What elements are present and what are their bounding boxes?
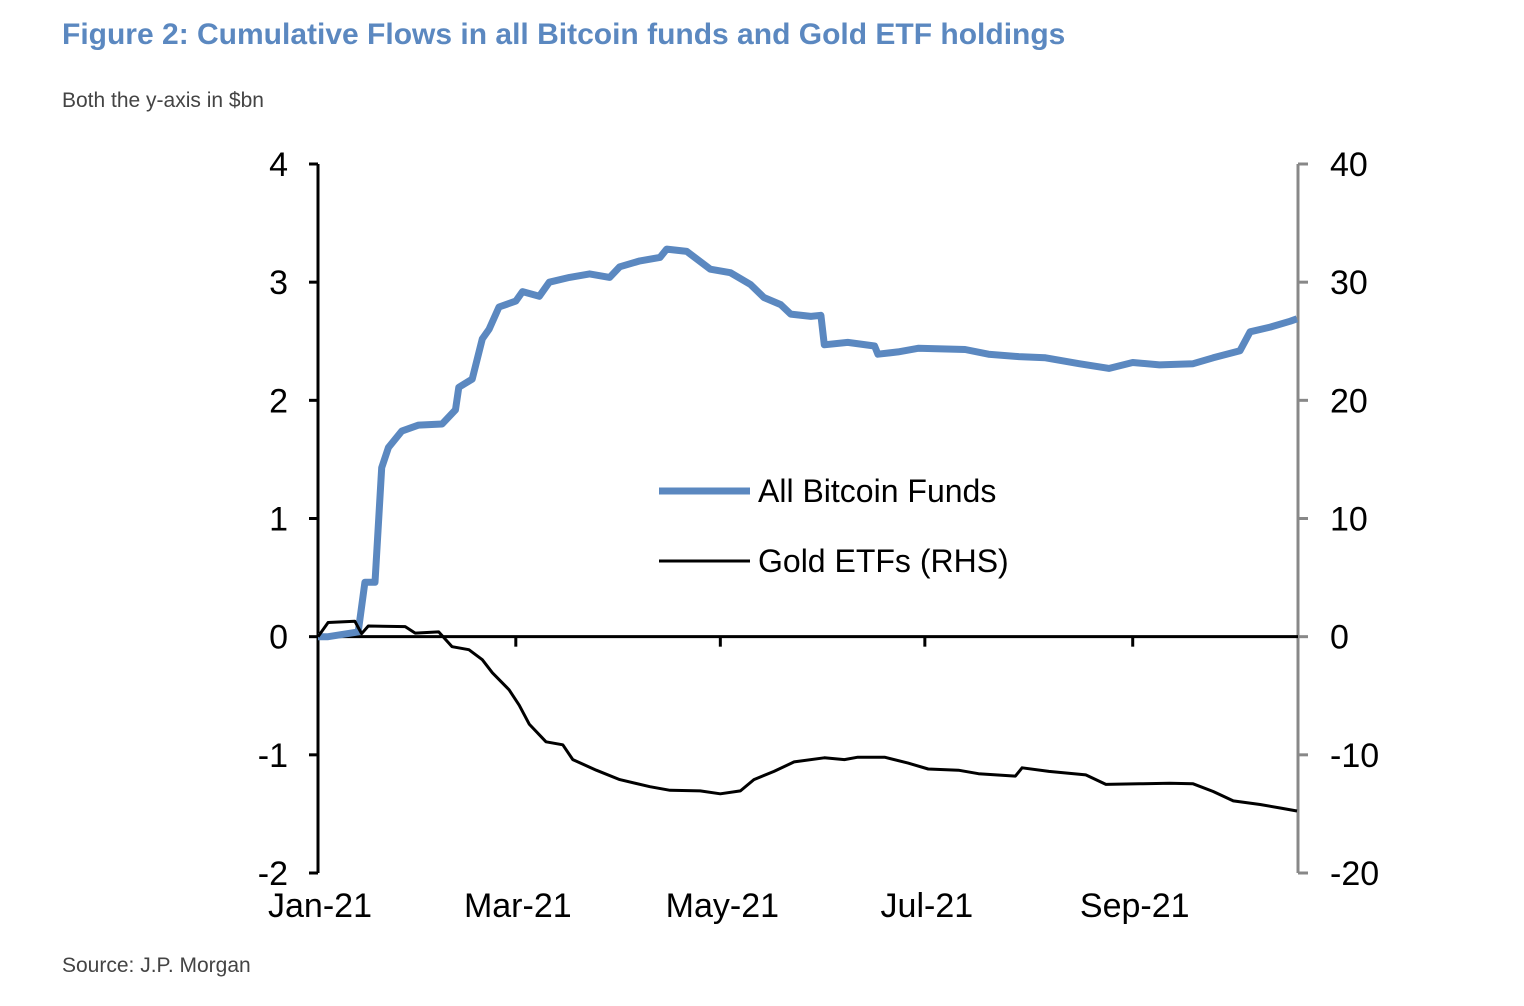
right-y-tick-label: -20 (1330, 855, 1379, 893)
source-note: Source: J.P. Morgan (62, 954, 251, 977)
chart-title: Figure 2: Cumulative Flows in all Bitcoi… (62, 18, 1066, 51)
x-tick-label: May-21 (666, 887, 779, 925)
right-y-tick-label: -10 (1330, 737, 1379, 775)
right-y-tick-label: 10 (1330, 501, 1368, 539)
x-tick-label: Jul-21 (881, 887, 974, 925)
legend-label: Gold ETFs (RHS) (758, 543, 1009, 579)
right-y-tick-label: 30 (1330, 264, 1368, 302)
legend-label: All Bitcoin Funds (758, 473, 996, 509)
left-y-tick-label: 1 (269, 501, 288, 539)
right-y-tick-label: 20 (1330, 382, 1368, 420)
left-y-tick-label: 2 (269, 382, 288, 420)
chart-subtitle: Both the y-axis in $bn (62, 89, 264, 112)
left-y-tick-label: 4 (269, 146, 288, 184)
right-y-tick-label: 40 (1330, 146, 1368, 184)
left-y-tick-label: -2 (258, 855, 288, 893)
x-tick-label: Sep-21 (1080, 887, 1190, 925)
left-y-tick-label: -1 (258, 737, 288, 775)
right-y-tick-label: 0 (1330, 619, 1349, 657)
bitcoin-funds-line (318, 245, 1299, 641)
left-y-tick-label: 0 (269, 619, 288, 657)
x-tick-label: Mar-21 (464, 887, 572, 925)
x-tick-label: Jan-21 (268, 887, 372, 925)
left-y-tick-label: 3 (269, 264, 288, 302)
gold-etfs-line (316, 619, 1298, 813)
